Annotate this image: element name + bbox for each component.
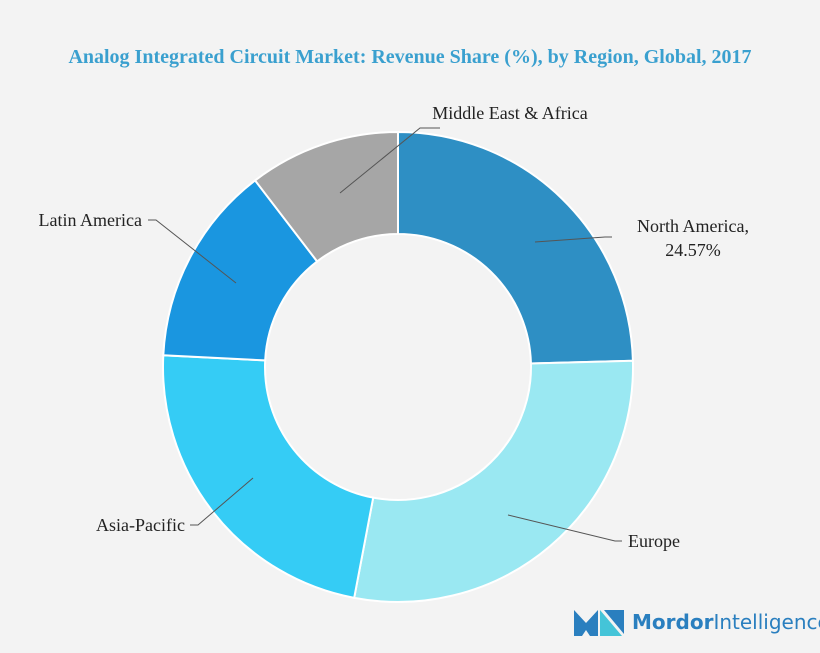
slice: [253, 130, 399, 263]
category-label: North America,: [637, 216, 749, 236]
logo-shape: [600, 610, 622, 636]
leader-line: [507, 514, 622, 542]
leader-line: [339, 127, 440, 194]
slice: [397, 130, 634, 365]
category-label: Europe: [628, 531, 680, 551]
category-label: Asia-Pacific: [96, 515, 185, 535]
category-label: Middle East & Africa: [432, 103, 588, 123]
leader-line: [190, 477, 254, 526]
logo-text: Mordor: [632, 610, 714, 634]
leader-line: [148, 219, 237, 284]
data-label: North America, 24.57%: [618, 214, 768, 262]
logo: MordorIntelligence: [632, 610, 820, 634]
logo-shape: [574, 610, 598, 636]
slice: [353, 359, 634, 603]
logo-icon: [574, 610, 624, 636]
logo-text: Intelligence: [713, 610, 820, 634]
data-label: Middle East & Africa: [430, 101, 590, 125]
logo-shape: [604, 610, 624, 634]
data-label: Latin America: [0, 208, 142, 232]
leader-lines: [148, 127, 622, 542]
leader-line: [534, 236, 612, 243]
slices: [162, 130, 634, 603]
data-label: Europe: [628, 529, 728, 553]
slice: [162, 354, 375, 600]
value-label: 24.57%: [665, 240, 721, 260]
data-label: Asia-Pacific: [40, 513, 185, 537]
chart-title: Analog Integrated Circuit Market: Revenu…: [68, 46, 752, 68]
category-label: Latin America: [38, 210, 142, 230]
